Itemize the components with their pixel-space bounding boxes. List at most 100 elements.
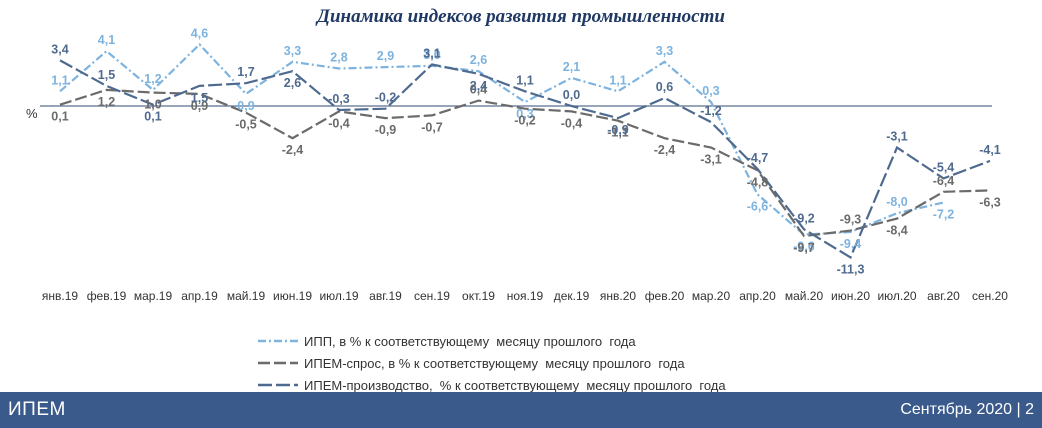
x-tick-label: май.20 [785,289,824,303]
legend-item-demand: ИПЕМ-спрос, в % к соответствующему месяц… [258,352,726,374]
data-label-ipp: -7,2 [933,207,955,221]
data-label-ipp: 1,2 [144,72,161,86]
legend-label-ipp: ИПП, в % к соответствующему месяцу прошл… [304,333,636,349]
x-tick-label: авг.19 [369,289,402,303]
legend-item-ipp: ИПП, в % к соответствующему месяцу прошл… [258,330,726,352]
data-label-demand: -9,7 [793,241,815,255]
data-label-demand: -0,4 [561,116,583,130]
data-label-demand: 1,0 [144,98,161,112]
data-label-demand: -2,4 [654,143,676,157]
data-label-production: 1,7 [237,65,254,79]
legend-sample-production [258,383,298,387]
data-label-ipp: 2,9 [377,49,394,63]
data-label-ipp: -9,6 [793,240,815,254]
x-tick-label: июн.19 [273,289,312,303]
footer-org-name: ИПЕМ [8,399,66,420]
x-tick-label: авг.20 [927,289,960,303]
data-label-ipp: 0,3 [516,107,533,121]
data-label-production: -3,1 [886,130,908,144]
footer-bar: ИПЕМ Сентябрь 2020 | 2 [0,392,1042,428]
data-label-ipp: 1,1 [609,73,626,87]
x-tick-label: июл.19 [319,289,358,303]
data-label-production: 1,1 [516,73,533,87]
data-label-ipp: 2,8 [330,50,347,64]
legend-label-production: ИПЕМ-производство, % к соответствующему … [304,377,726,393]
x-tick-label: ноя.19 [507,289,544,303]
data-label-production: 2,4 [470,79,487,93]
data-label-production: -0,2 [375,91,397,105]
x-tick-label: дек.19 [554,289,590,303]
data-label-production: -9,2 [793,211,815,225]
data-label-demand: -6,3 [979,195,1001,209]
x-tick-label: июл.20 [877,289,916,303]
data-label-demand: 0,1 [51,110,68,124]
data-label-production: -11,3 [837,262,865,276]
legend-item-production: ИПЕМ-производство, % к соответствующему … [258,374,726,396]
x-tick-label: сен.19 [414,289,450,303]
legend: ИПП, в % к соответствующему месяцу прошл… [258,330,726,396]
data-label-demand: 0,4 [470,83,487,97]
x-tick-label: сен.20 [972,289,1008,303]
data-label-ipp: 1,1 [51,73,68,87]
data-label-demand: -4,8 [747,175,769,189]
data-label-demand: -9,3 [840,213,862,227]
footer-date-page: Сентябрь 2020 | 2 [900,401,1034,418]
data-label-ipp: 2,1 [563,60,580,74]
x-tick-label: мар.20 [692,289,731,303]
data-label-ipp: 0,3 [702,84,719,98]
data-label-production: -0,3 [328,92,350,106]
data-label-production: 1,5 [191,91,208,105]
data-label-demand: -0,9 [375,123,397,137]
data-label-demand: -0,4 [328,116,350,130]
data-label-production: -0,9 [607,123,629,137]
data-label-production: 3,4 [51,42,68,56]
x-tick-label: фев.19 [87,289,127,303]
data-label-ipp: 4,1 [98,33,115,47]
data-label-demand: -2,4 [282,143,304,157]
data-label-ipp: -6,6 [747,199,769,213]
data-label-ipp: 0,9 [237,99,254,113]
data-label-demand: 1,2 [98,95,115,109]
data-label-ipp: -9,4 [840,237,862,251]
x-tick-label: мар.19 [134,289,173,303]
legend-label-demand: ИПЕМ-спрос, в % к соответствующему месяц… [304,355,685,371]
y-axis-unit-label: % [26,106,38,121]
data-label-demand: -0,5 [235,118,257,132]
data-label-production: -4,1 [979,143,1001,157]
data-label-production: -1,2 [700,104,722,118]
data-label-ipp: 3,3 [656,44,673,58]
data-label-ipp: 2,6 [470,53,487,67]
data-label-ipp: 4,6 [191,26,208,40]
x-tick-label: янв.20 [600,289,637,303]
data-label-production: 3,1 [423,46,440,60]
x-tick-label: окт.19 [462,289,495,303]
data-label-demand: -1,1 [607,126,629,140]
series-line-production [59,59,991,259]
x-tick-label: апр.20 [739,289,776,303]
data-label-demand: -8,4 [886,224,908,238]
data-label-demand: -0,2 [514,114,536,128]
x-tick-label: апр.19 [181,289,218,303]
data-label-production: -4,7 [747,151,769,165]
data-label-production: 0,6 [656,80,673,94]
data-label-production: -5,4 [933,160,955,174]
data-label-ipp: -8,0 [886,195,908,209]
data-label-demand: -0,7 [421,120,443,134]
data-label-production: 0,0 [563,88,580,102]
data-label-ipp: 3,3 [284,44,301,58]
x-tick-label: янв.19 [42,289,79,303]
x-tick-label: май.19 [227,289,266,303]
series-line-demand [59,88,991,238]
data-label-production: 2,6 [284,76,301,90]
x-tick-label: июн.20 [831,289,870,303]
data-label-demand: 0,9 [191,99,208,113]
data-label-demand: -6,4 [933,174,955,188]
data-label-production: 0,1 [144,110,161,124]
data-label-ipp: 3,0 [423,48,440,62]
data-label-production: 1,5 [98,68,115,82]
legend-sample-ipp [258,339,298,343]
chart-title: Динамика индексов развития промышленност… [317,6,725,27]
series-line-ipp [59,42,944,236]
legend-sample-demand [258,361,298,365]
x-tick-label: фев.20 [645,289,685,303]
